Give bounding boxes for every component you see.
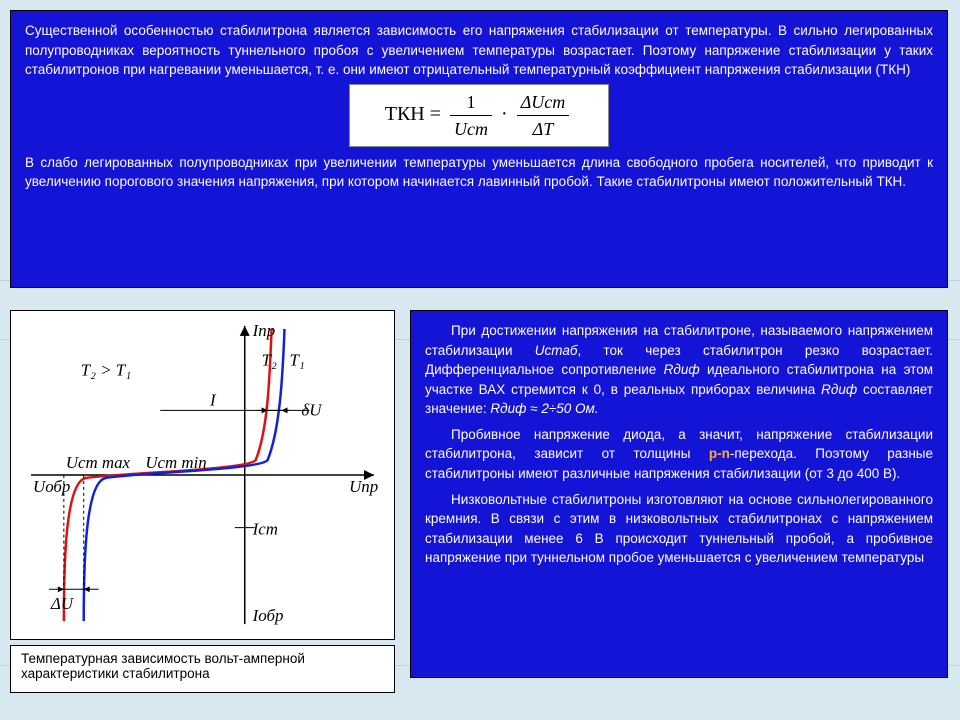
- label-i: I: [209, 390, 217, 409]
- label-iobr: Iобр: [252, 606, 284, 625]
- label-upr: Uпр: [349, 477, 378, 496]
- label-du-small: δU: [301, 400, 323, 419]
- fraction-2: ΔUст ΔT: [517, 89, 570, 142]
- iv-chart: Iпр Uпр Uобр Iобр Iст I δU ΔU Uст max Uс…: [10, 310, 395, 640]
- right-p1: При достижении напряжения на стабилитрон…: [425, 321, 933, 419]
- chart-caption: Температурная зависимость вольт-амперной…: [10, 645, 395, 693]
- delta-u-marker: [49, 586, 99, 592]
- fraction-1: 1 Uст: [450, 89, 492, 142]
- label-t1: T₁: [289, 351, 304, 370]
- tkn-formula: ТКН = 1 Uст · ΔUст ΔT: [349, 84, 609, 147]
- right-p2: Пробивное напряжение диода, а значит, на…: [425, 425, 933, 484]
- right-p3: Низковольтные стабилитроны изготовляют н…: [425, 490, 933, 568]
- top-paragraph-1: Существенной особенностью стабилитрона я…: [25, 21, 933, 80]
- label-ustmin: Uст min: [145, 453, 206, 472]
- label-t2: T₂: [262, 351, 277, 370]
- top-paragraph-2: В слабо легированных полупроводниках при…: [25, 153, 933, 192]
- top-text-panel: Существенной особенностью стабилитрона я…: [10, 10, 948, 288]
- label-du-big: ΔU: [50, 594, 75, 613]
- label-ist: Iст: [252, 520, 278, 539]
- label-ustmax: Uст max: [66, 453, 131, 472]
- label-cond: T₂ > T₁: [81, 361, 131, 380]
- iv-chart-svg: Iпр Uпр Uобр Iобр Iст I δU ΔU Uст max Uс…: [11, 311, 394, 639]
- right-text-panel: При достижении напряжения на стабилитрон…: [410, 310, 948, 678]
- label-uobr: Uобр: [33, 477, 70, 496]
- label-ipr: Iпр: [252, 321, 276, 340]
